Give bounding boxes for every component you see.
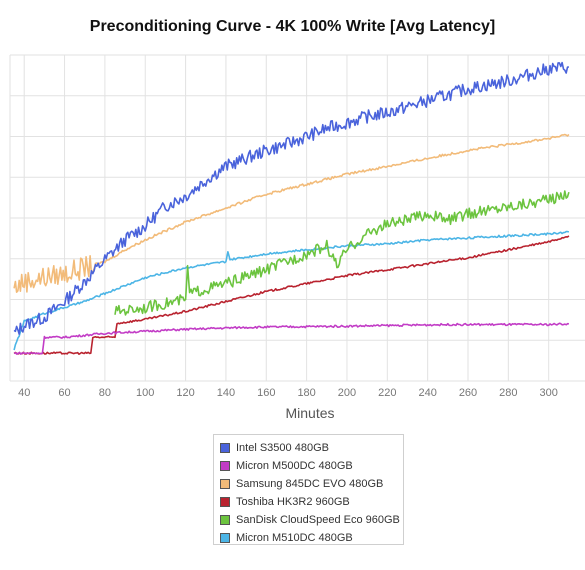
legend-label: Samsung 845DC EVO 480GB xyxy=(236,478,384,490)
legend-swatch xyxy=(220,479,230,489)
legend-swatch xyxy=(220,533,230,543)
series-layer xyxy=(13,61,570,356)
legend-label: Intel S3500 480GB xyxy=(236,442,329,454)
grid-layer xyxy=(9,54,585,382)
x-tick-label: 280 xyxy=(499,387,517,399)
tick-layer: 40 60 80 100 120 140 160 180 200 220 240 260 280 300 xyxy=(18,387,558,399)
x-tick-label: 100 xyxy=(136,387,154,399)
legend-item: Toshiba HK3R2 960GB xyxy=(220,493,403,511)
x-tick-label: 120 xyxy=(176,387,194,399)
legend-label: Toshiba HK3R2 960GB xyxy=(236,496,350,508)
x-tick-label: 160 xyxy=(257,387,275,399)
x-axis-title: Minutes xyxy=(285,405,334,421)
x-tick-label: 40 xyxy=(18,387,30,399)
legend-label: Micron M510DC 480GB xyxy=(236,532,353,544)
chart-title: Preconditioning Curve - 4K 100% Write [A… xyxy=(89,18,496,35)
series-line-4 xyxy=(114,190,570,316)
legend-item: Intel S3500 480GB xyxy=(220,439,403,457)
series-line-2 xyxy=(13,133,570,294)
x-tick-label: 260 xyxy=(459,387,477,399)
legend-item: Micron M500DC 480GB xyxy=(220,457,403,475)
legend-swatch xyxy=(220,497,230,507)
legend-swatch xyxy=(220,443,230,453)
legend-swatch xyxy=(220,515,230,525)
x-tick-label: 60 xyxy=(58,387,70,399)
series-line-1 xyxy=(14,322,569,355)
x-tick-label: 220 xyxy=(378,387,396,399)
legend-swatch xyxy=(220,461,230,471)
x-tick-label: 80 xyxy=(99,387,111,399)
legend-item: Micron M510DC 480GB xyxy=(220,529,403,547)
legend-item: Samsung 845DC EVO 480GB xyxy=(220,475,403,493)
x-tick-label: 200 xyxy=(338,387,356,399)
x-tick-label: 140 xyxy=(217,387,235,399)
x-tick-label: 300 xyxy=(540,387,558,399)
series-line-0 xyxy=(13,61,570,335)
legend: Intel S3500 480GB Micron M500DC 480GB Sams… xyxy=(213,434,404,545)
series-line-5 xyxy=(13,230,570,351)
x-tick-label: 240 xyxy=(418,387,436,399)
legend-label: Micron M500DC 480GB xyxy=(236,460,353,472)
legend-label: SanDisk CloudSpeed Eco 960GB xyxy=(236,514,400,526)
x-tick-label: 180 xyxy=(297,387,315,399)
series-line-3 xyxy=(13,235,570,356)
legend-item: SanDisk CloudSpeed Eco 960GB xyxy=(220,511,403,529)
